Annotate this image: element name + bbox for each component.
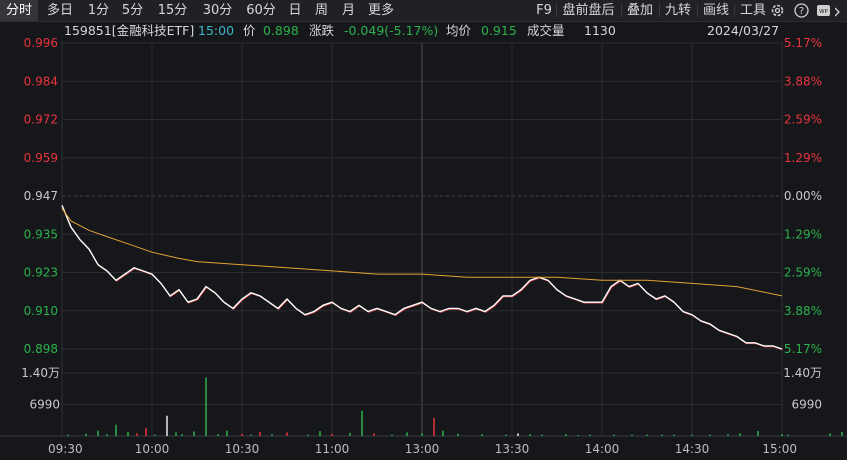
price-tick-label: 0.923 — [24, 266, 58, 280]
volume-bar — [781, 434, 783, 436]
percent-tick-label: 0.00% — [784, 189, 822, 203]
time-tick-label: 14:30 — [675, 442, 710, 456]
chart-grid — [0, 41, 847, 436]
volume-bar — [541, 435, 543, 436]
volume-bar — [226, 431, 228, 436]
volume-bar — [481, 434, 483, 436]
volume-bar — [115, 425, 117, 436]
volume-bar — [613, 435, 615, 436]
price-tick-label: 0.972 — [24, 113, 58, 127]
price-tick-label: 0.996 — [24, 36, 58, 50]
percent-tick-label: 3.88% — [784, 304, 822, 318]
volume-bar — [505, 435, 507, 436]
volume-bar — [175, 432, 177, 436]
volume-bar — [166, 416, 168, 436]
volume-bar — [841, 432, 843, 436]
volume-bar — [727, 434, 729, 436]
volume-bar — [373, 433, 375, 436]
volume-bar — [391, 435, 393, 436]
volume-bar — [457, 434, 459, 436]
volume-tick-label: 6990 — [791, 398, 822, 412]
time-tick-label: 15:00 — [762, 442, 797, 456]
volume-bars — [67, 364, 847, 436]
volume-bar — [193, 432, 195, 437]
volume-bar — [217, 434, 219, 436]
time-tick-label: 13:00 — [405, 442, 440, 456]
volume-bar — [349, 433, 351, 436]
volume-bar — [136, 433, 138, 436]
time-tick-label: 09:30 — [48, 442, 83, 456]
volume-bar — [181, 434, 183, 436]
volume-bar — [631, 435, 633, 436]
volume-bar — [406, 432, 408, 436]
time-tick-label: 14:00 — [585, 442, 620, 456]
price-tick-label: 0.959 — [24, 151, 58, 165]
percent-tick-label: 5.17% — [784, 36, 822, 50]
percent-tick-label: 2.59% — [784, 266, 822, 280]
volume-bar — [241, 434, 243, 436]
percent-tick-label: 2.59% — [784, 113, 822, 127]
volume-bar — [85, 434, 87, 436]
volume-bar — [67, 435, 69, 436]
price-shadow-line — [63, 206, 783, 350]
volume-bar — [205, 378, 207, 437]
volume-bar — [565, 434, 567, 436]
time-tick-label: 10:00 — [135, 442, 170, 456]
volume-bar — [517, 433, 519, 436]
volume-bar — [319, 431, 321, 436]
volume-bar — [829, 433, 831, 436]
volume-bar — [691, 435, 693, 436]
time-tick-label: 13:30 — [495, 442, 530, 456]
volume-bar — [529, 434, 531, 436]
time-tick-label: 11:00 — [315, 442, 350, 456]
volume-bar — [757, 431, 759, 436]
price-tick-label: 0.984 — [24, 74, 58, 88]
volume-bar — [145, 428, 147, 436]
volume-bar — [787, 435, 789, 436]
percent-tick-label: 1.29% — [784, 227, 822, 241]
volume-bar — [250, 435, 252, 436]
price-tick-label: 0.898 — [24, 342, 58, 356]
volume-bar — [259, 432, 261, 436]
volume-bar — [739, 433, 741, 436]
volume-tick-label: 1.40万 — [21, 366, 60, 380]
volume-bar — [433, 418, 435, 436]
volume-bar — [307, 435, 309, 436]
percent-tick-label: 3.88% — [784, 74, 822, 88]
volume-bar — [646, 435, 648, 436]
price-tick-label: 0.947 — [24, 189, 58, 203]
volume-tick-label: 1.40万 — [783, 366, 822, 380]
volume-bar — [709, 435, 711, 436]
volume-bar — [97, 431, 99, 436]
volume-bar — [361, 411, 363, 436]
price-tick-label: 0.935 — [24, 227, 58, 241]
volume-bar — [331, 434, 333, 436]
volume-bar — [154, 435, 156, 436]
volume-bar — [577, 435, 579, 436]
volume-bar — [661, 435, 663, 436]
price-tick-label: 0.910 — [24, 304, 58, 318]
volume-bar — [286, 432, 288, 436]
time-tick-label: 10:30 — [225, 442, 260, 456]
volume-tick-label: 6990 — [29, 398, 60, 412]
volume-bar — [589, 435, 591, 436]
volume-bar — [106, 434, 108, 436]
volume-bar — [673, 435, 675, 436]
percent-tick-label: 5.17% — [784, 342, 822, 356]
percent-tick-label: 1.29% — [784, 151, 822, 165]
volume-bar — [271, 434, 273, 436]
volume-bar — [442, 431, 444, 436]
volume-bar — [421, 433, 423, 436]
volume-bar — [127, 432, 129, 436]
